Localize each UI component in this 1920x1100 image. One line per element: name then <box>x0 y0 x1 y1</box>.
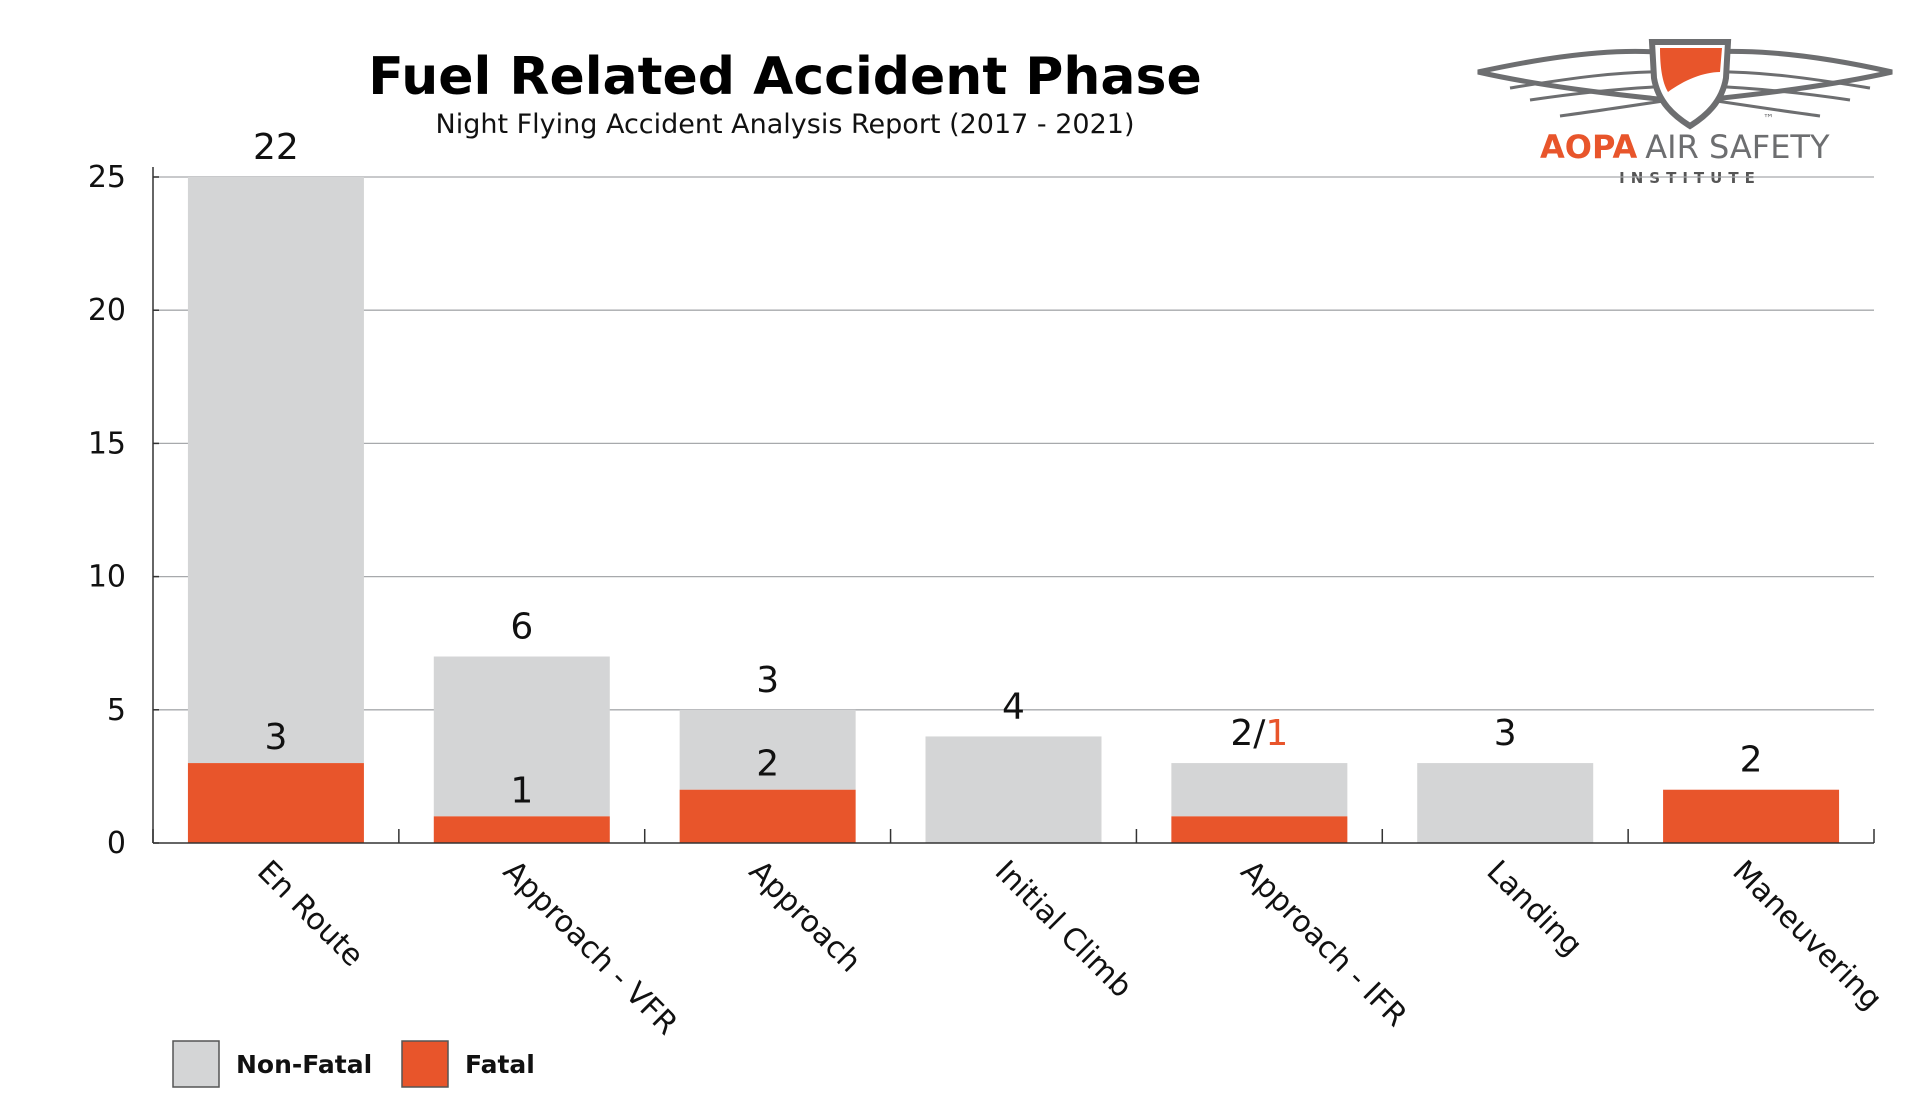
grid <box>153 176 1874 711</box>
data-label-total: 2/1 <box>1230 713 1288 754</box>
bar-non-fatal <box>1417 763 1594 843</box>
data-label-total: 3 <box>1494 713 1517 754</box>
x-category-label: En Route <box>250 854 370 974</box>
legend-swatch <box>172 1040 220 1088</box>
aopa-logo: ™ AOPA AIR SAFETY INSTITUTE <box>1477 39 1893 187</box>
legend-label: Fatal <box>465 1050 535 1079</box>
data-label-total-text: 4 <box>1002 686 1025 727</box>
bar-fatal <box>433 816 610 843</box>
y-tick-label: 10 <box>88 560 126 595</box>
data-label-total-accent: 1 <box>1265 713 1288 754</box>
bar-fatal <box>1171 816 1348 843</box>
data-label-total-text: 3 <box>1494 713 1517 754</box>
logo-wordmark: AOPA AIR SAFETY <box>1540 128 1830 166</box>
chart-title: Fuel Related Accident Phase <box>368 47 1201 107</box>
bar-non-fatal <box>187 177 364 764</box>
x-category-label: Maneuvering <box>1725 854 1888 1017</box>
data-label-total: 4 <box>1002 686 1025 727</box>
bars <box>187 177 1840 843</box>
logo-name: AIR SAFETY <box>1645 128 1830 166</box>
y-tick-label: 20 <box>88 293 126 328</box>
chart-subtitle: Night Flying Accident Analysis Report (2… <box>436 109 1135 140</box>
axes <box>152 167 1875 844</box>
bar-fatal <box>187 763 364 843</box>
data-label-total: 22 <box>253 127 299 168</box>
data-label-total-text: 6 <box>510 607 533 648</box>
legend: Non-Fatal Fatal <box>172 1040 535 1088</box>
y-tick-label: 5 <box>107 693 126 728</box>
y-tick-label: 0 <box>107 826 126 861</box>
x-category-label: Initial Climb <box>988 854 1139 1005</box>
bar-fatal <box>679 789 856 843</box>
data-label-total-text: 2 <box>1740 740 1763 781</box>
bar-non-fatal <box>1171 763 1348 817</box>
data-label-fatal: 3 <box>264 717 287 758</box>
data-labels: 22 3 6 1 3 2 4 2/1 3 2 <box>253 127 1763 811</box>
bar-non-fatal <box>679 709 856 790</box>
logo-brand: AOPA <box>1540 128 1637 166</box>
data-label-total-text: 3 <box>756 660 779 701</box>
legend-swatch <box>401 1040 449 1088</box>
y-tick-label: 15 <box>88 426 126 461</box>
data-label-total-text: 2/ <box>1230 713 1266 754</box>
bar-fatal <box>1663 789 1840 843</box>
x-category-label: Approach - IFR <box>1234 854 1414 1034</box>
x-category-label: Approach <box>742 854 868 980</box>
logo-institute: INSTITUTE <box>1619 169 1761 187</box>
data-label-total-text: 22 <box>253 127 299 168</box>
wings-emblem-icon <box>1477 39 1893 130</box>
bar-non-fatal <box>925 736 1102 843</box>
legend-label: Non-Fatal <box>236 1050 372 1079</box>
data-label-total: 6 <box>510 607 533 648</box>
data-label-total: 3 <box>756 660 779 701</box>
logo-trademark: ™ <box>1763 112 1774 125</box>
x-category-label: Landing <box>1480 854 1589 963</box>
data-label-fatal: 1 <box>510 770 533 811</box>
x-category-label: Approach - VFR <box>496 854 684 1042</box>
data-label-fatal: 2 <box>756 744 779 785</box>
data-label-total: 2 <box>1740 740 1763 781</box>
y-tick-label: 25 <box>88 160 126 195</box>
bar-non-fatal <box>433 656 610 817</box>
